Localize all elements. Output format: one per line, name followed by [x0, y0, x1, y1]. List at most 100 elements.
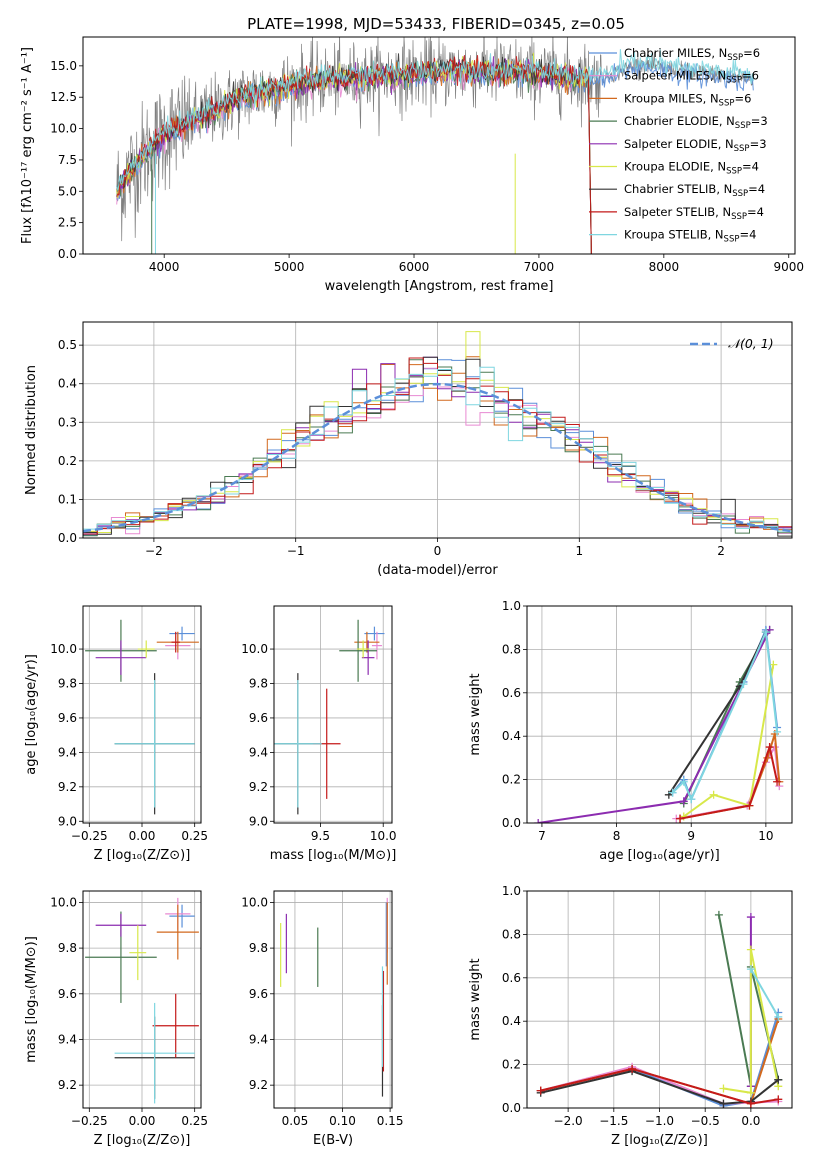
series-line-5: [723, 949, 780, 1094]
series-line-8: [750, 968, 780, 1018]
x-tick-label: 7: [538, 829, 546, 843]
x-tick-label: 0.00: [129, 1114, 156, 1128]
legend-value: =4: [748, 182, 765, 196]
x-tick-label: 0.25: [181, 1114, 208, 1128]
legend-entry: Chabrier ELODIE, NSSP=3: [624, 114, 768, 131]
x-axis-label: Z [log₁₀(Z/Z⊙)]: [94, 1133, 191, 1148]
legend: Chabrier MILES, NSSP=6 Salpeter MILES, NS…: [589, 46, 768, 245]
y-tick-label: 9.8: [58, 941, 77, 955]
legend-value: =6: [742, 69, 759, 83]
chart-spectrum: 4000 5000 6000 7000 8000 9000 0.0 2.5 5.0 7.5 10.0…: [20, 36, 804, 294]
y-tick-label: 0.6: [502, 686, 521, 700]
y-tick-label: 0.8: [502, 927, 521, 941]
chart-age-vs-mass: 9.5 10.0 9.0 9.2 9.4 9.6 9.8 10.0 mass [log₁₀(M/…: [241, 605, 397, 863]
y-tick-label: 0.4: [58, 377, 77, 391]
series-marker: [719, 1084, 728, 1093]
y-axis-label: age [log₁₀(age/yr)]: [24, 654, 39, 775]
series-marker: [746, 1099, 755, 1108]
plot-area: [536, 910, 783, 1108]
series-marker: [709, 790, 718, 799]
y-tick-label: 12.5: [50, 90, 77, 104]
legend-value: =3: [750, 137, 767, 151]
y-axis-label: mass [log₁₀(M/M⊙)]: [24, 936, 39, 1063]
y-tick-label: 9.4: [249, 1032, 268, 1046]
y-tick-label: 0.5: [58, 338, 77, 352]
x-tick-label: 7000: [524, 260, 555, 274]
legend-entry: Salpeter STELIB, NSSP=4: [624, 205, 764, 222]
x-axis-label: mass [log₁₀(M/M⊙)]: [270, 848, 397, 863]
legend-entry: Kroupa STELIB, NSSP=4: [624, 228, 756, 245]
y-tick-label: 0.0: [58, 247, 77, 261]
x-tick-label: 10.0: [370, 829, 397, 843]
axes-frame: [273, 890, 393, 1109]
series-marker: [746, 965, 755, 974]
y-tick-label: 10.0: [50, 642, 77, 656]
x-tick-label: 0.15: [377, 1114, 404, 1128]
x-tick-label: −1.0: [645, 1114, 674, 1128]
series-marker: [746, 945, 755, 954]
legend-value: =4: [739, 228, 756, 242]
chart-age-vs-Z: −0.25 0.00 0.25 9.0 9.2 9.4 9.6 9.8 10.0 Z [log₁₀…: [24, 605, 208, 863]
x-tick-label: −2.0: [554, 1114, 583, 1128]
series-line-2: [679, 733, 781, 820]
axes-frame: [82, 36, 796, 255]
y-tick-label: 9.4: [58, 745, 77, 759]
x-tick-label: 0: [434, 544, 442, 558]
y-axis-label: Flux [fλ10⁻¹⁷ erg cm⁻² s⁻¹ A⁻¹]: [20, 47, 35, 244]
series-marker: [719, 1099, 728, 1108]
x-axis-label: Z [log₁₀(Z/Z⊙)]: [94, 848, 191, 863]
legend-subscript: SSP: [726, 167, 742, 177]
y-tick-label: 9.2: [58, 780, 77, 794]
series-line-4: [538, 629, 771, 823]
legend-subscript: SSP: [719, 98, 735, 108]
plot-area: [85, 619, 199, 815]
y-tick-label: 0.2: [502, 1058, 521, 1072]
y-tick-label: 1.0: [502, 599, 521, 613]
y-tick-label: 9.4: [249, 745, 268, 759]
y-tick-label: 9.2: [249, 1078, 268, 1092]
legend-subscript: SSP: [732, 189, 748, 199]
x-tick-label: −0.5: [691, 1114, 720, 1128]
y-tick-label: 10.0: [241, 642, 268, 656]
model-spectrum-8: [116, 49, 754, 191]
series-marker: [676, 814, 685, 823]
chart-residuals: −2 −1 0 1 2 0.0 0.1 0.2 0.3 0.4 0.5 (data-model)/er…: [24, 321, 793, 578]
x-axis-label: (data-model)/error: [377, 563, 498, 578]
series-marker: [774, 1012, 783, 1021]
plot-area: [280, 897, 388, 1097]
series-marker: [746, 1088, 755, 1097]
y-tick-label: 9.6: [249, 987, 268, 1001]
series-marker: [679, 777, 688, 786]
x-tick-label: 1: [575, 544, 583, 558]
series-marker: [536, 1086, 545, 1095]
legend-value: =3: [751, 114, 768, 128]
y-tick-label: 9.8: [249, 677, 268, 691]
x-tick-label: 9: [687, 829, 695, 843]
chart-mass-vs-Z: −0.25 0.00 0.25 9.2 9.4 9.6 9.8 10.0 Z [log₁₀(Z/…: [24, 890, 208, 1148]
x-tick-label: 8: [613, 829, 621, 843]
y-tick-label: 9.0: [249, 814, 268, 828]
series-marker: [769, 660, 778, 669]
axes-frame: [273, 605, 393, 824]
series-marker: [739, 680, 748, 689]
series-marker: [774, 1075, 783, 1084]
y-tick-label: 9.2: [58, 1078, 77, 1092]
legend: 𝒩(0, 1): [690, 336, 774, 351]
x-axis-label: wavelength [Angstrom, rest frame]: [325, 279, 554, 294]
x-tick-label: 5000: [274, 260, 305, 274]
series-marker: [761, 628, 770, 637]
y-tick-label: 1.0: [502, 884, 521, 898]
plot-area: [83, 331, 792, 537]
y-tick-label: 0.0: [502, 816, 521, 830]
x-tick-label: −0.25: [71, 1114, 108, 1128]
x-tick-label: −0.25: [71, 829, 108, 843]
plot-area: [116, 37, 755, 254]
plot-layer: 4000 5000 6000 7000 8000 90000.02.55.07.510.0…: [20, 36, 804, 1148]
y-tick-label: 9.6: [58, 711, 77, 725]
legend-subscript: SSP: [731, 212, 747, 222]
y-tick-label: 9.8: [58, 677, 77, 691]
x-tick-label: 9000: [773, 260, 804, 274]
x-tick-label: 0.25: [181, 829, 208, 843]
y-tick-label: 0.2: [58, 454, 77, 468]
